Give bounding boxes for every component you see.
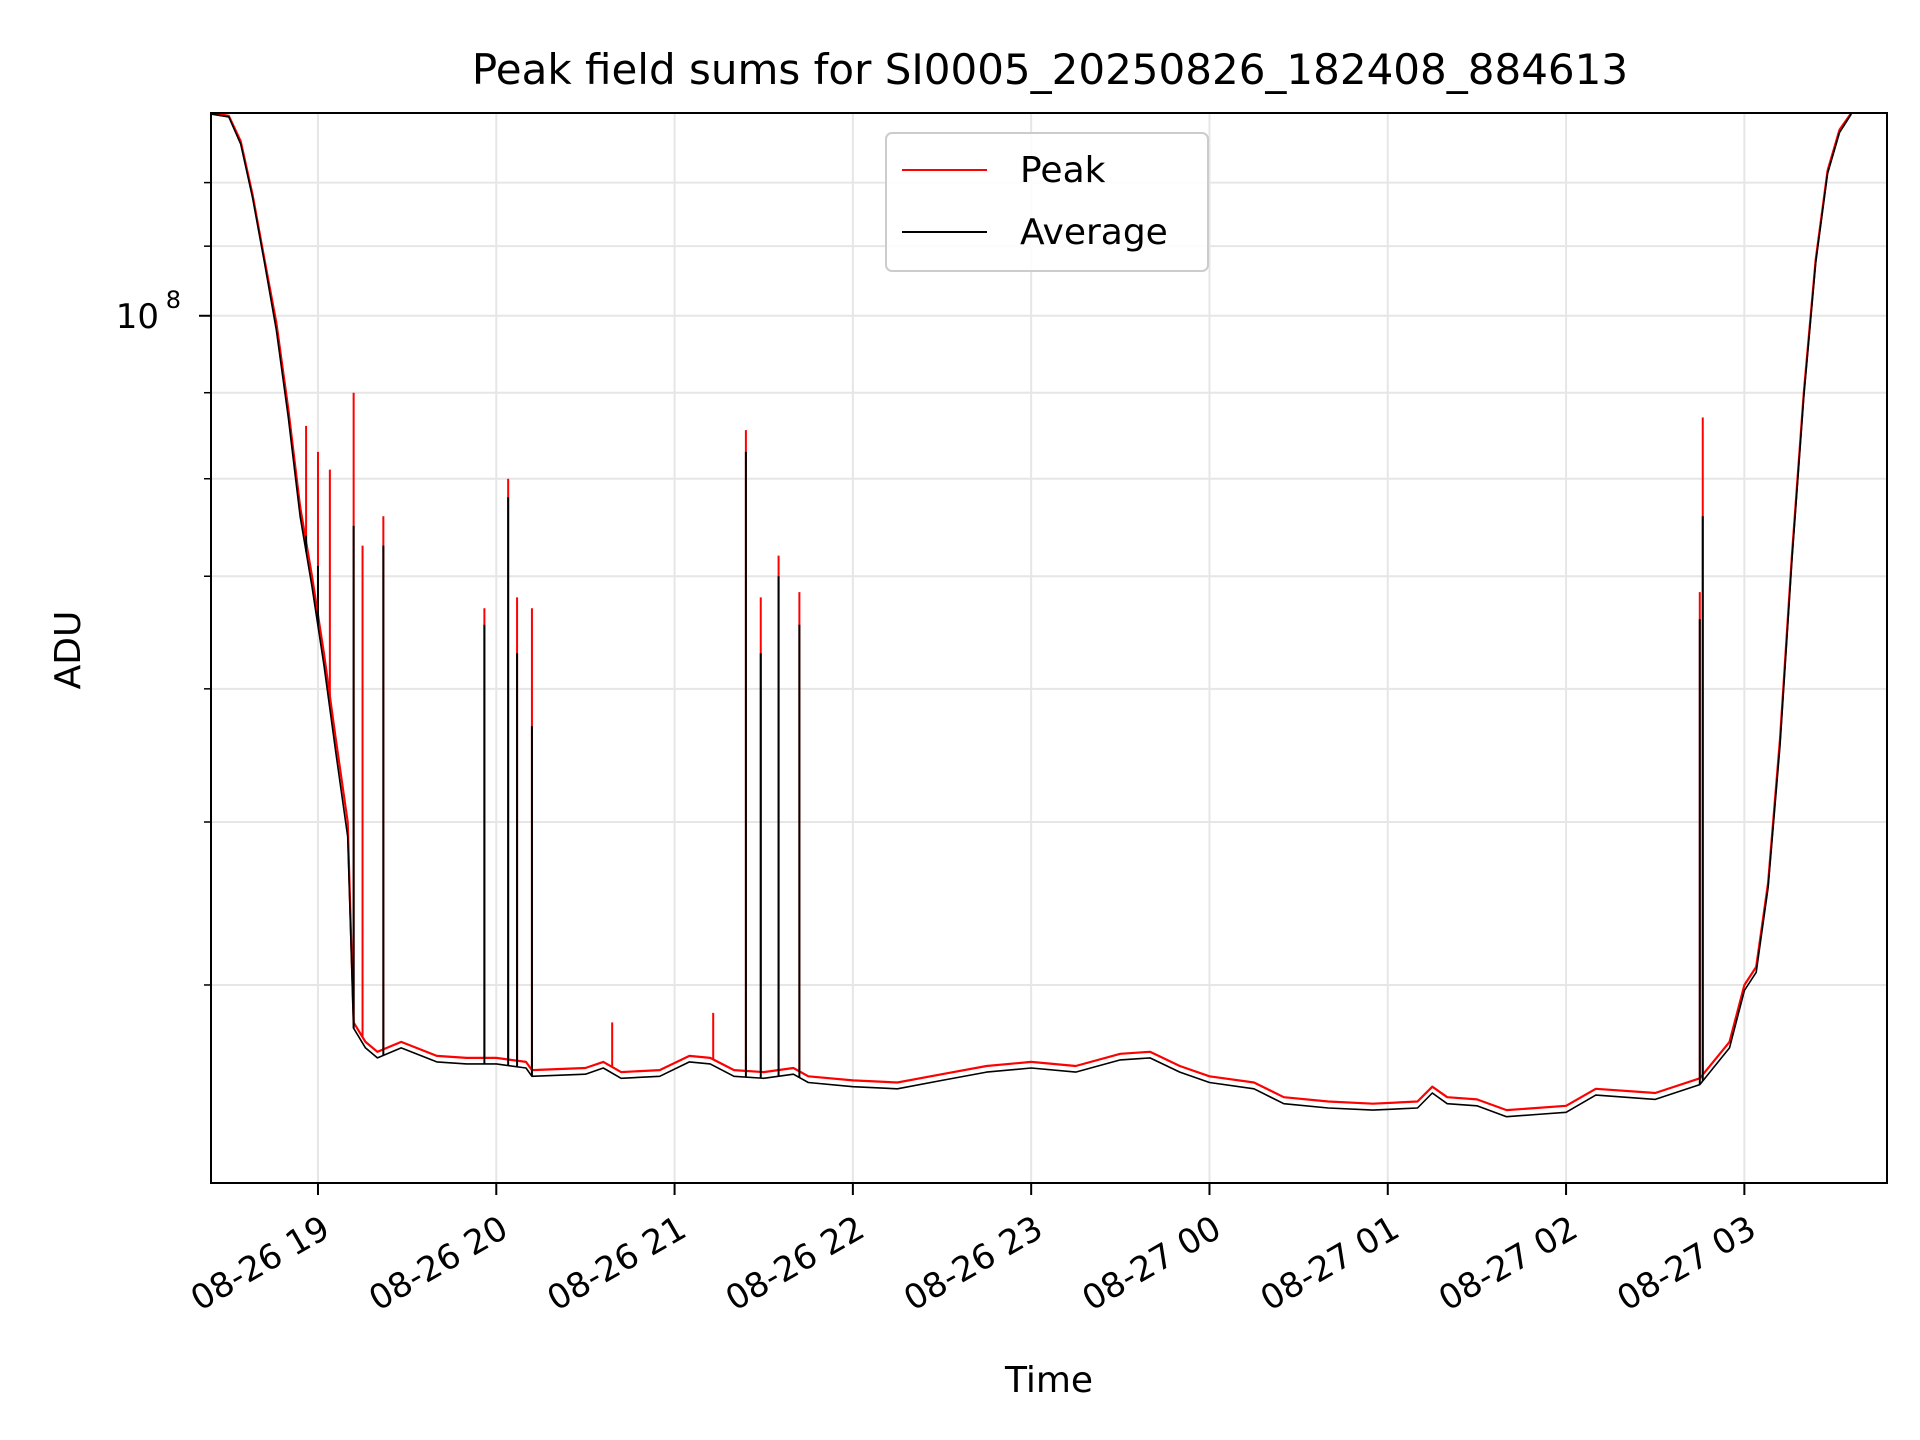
series-line-average — [211, 113, 1852, 1118]
x-axis-label: Time — [1004, 1360, 1093, 1401]
legend-label-peak: Peak — [1020, 150, 1106, 191]
y-axis-label: ADU — [48, 611, 89, 690]
legend: Peak Average — [885, 132, 1209, 272]
chart-title: Peak field sums for SI0005_20250826_1824… — [472, 45, 1628, 94]
plot-frame — [210, 112, 1888, 1184]
axes — [210, 112, 1888, 1184]
grid-lines — [211, 113, 1887, 1183]
plot-series — [211, 113, 1853, 1118]
series-line-peak — [211, 113, 1853, 1112]
y-axis-ticks: 10 8 — [116, 181, 211, 986]
y-tick-label: 10 — [116, 297, 159, 337]
y-tick-label-exponent: 8 — [166, 286, 181, 314]
legend-label-average: Average — [1020, 212, 1168, 253]
legend-box — [885, 132, 1209, 272]
